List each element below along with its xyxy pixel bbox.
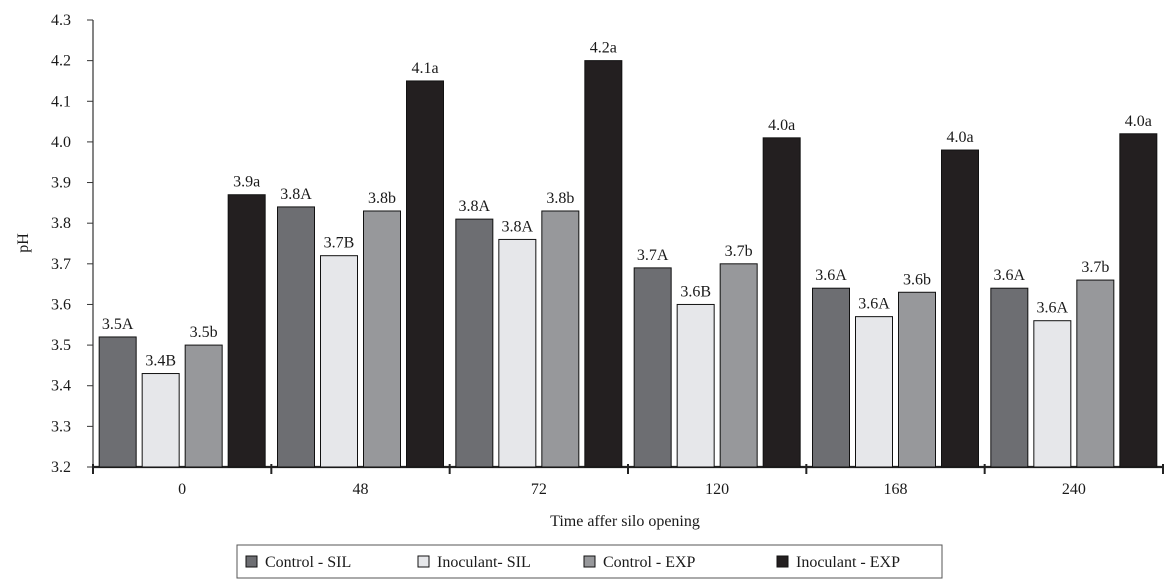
bar [277, 206, 315, 468]
x-tick-label: 0 [178, 481, 186, 498]
y-tick-label: 3.4 [51, 378, 71, 395]
x-tick-label: 120 [705, 481, 729, 498]
y-tick-label: 3.7 [51, 256, 71, 273]
data-label: 3.8b [546, 190, 574, 207]
data-label: 3.8b [368, 190, 396, 207]
data-label: 3.6b [903, 271, 931, 288]
data-label: 3.6A [815, 267, 847, 284]
data-labels: 3.5A 3.4B 3.5b 3.9a 3.8A 3.7B 3.8b 4.1a 3.8A 3.8A… [102, 40, 1152, 370]
bar [990, 287, 1029, 468]
legend-label: Control - SIL [265, 554, 351, 571]
y-tick-label: 4.2 [51, 53, 71, 70]
x-tick-label: 168 [884, 481, 908, 498]
bar [855, 316, 893, 468]
legend-label: Control - EXP [603, 554, 696, 571]
bar [898, 291, 936, 468]
data-label: 3.5b [190, 324, 218, 341]
bar [498, 238, 537, 468]
data-label: 3.6A [994, 267, 1026, 284]
legend: Control - SIL Inoculant- SIL Control - EXP… [236, 544, 943, 579]
y-tick-label: 3.8 [51, 215, 71, 232]
bar [1076, 279, 1115, 468]
data-label: 3.5A [102, 316, 134, 333]
y-tick-label: 4.1 [51, 93, 71, 110]
bar [762, 137, 801, 468]
y-tick-label: 3.2 [51, 459, 71, 476]
y-axis: 3.2 3.3 3.4 3.5 3.6 3.7 3.8 3.9 4.0 4.1 4.2 4.3 [51, 12, 94, 476]
data-label: 3.7b [725, 243, 753, 260]
y-tick-label: 3.6 [51, 296, 71, 313]
data-label: 3.4B [145, 353, 176, 370]
data-label: 4.1a [411, 60, 438, 77]
x-tick-label: 48 [353, 481, 369, 498]
bar [541, 210, 580, 468]
data-label: 4.0a [1125, 113, 1152, 130]
data-label: 3.8A [502, 218, 534, 235]
data-label: 3.7B [324, 235, 355, 252]
bar [98, 336, 137, 468]
y-tick-label: 3.5 [51, 337, 71, 354]
y-tick-label: 4.3 [51, 12, 71, 29]
legend-swatch [583, 555, 596, 568]
bar [1119, 133, 1158, 468]
bar [227, 194, 266, 468]
data-label: 4.2a [590, 40, 617, 57]
data-label: 3.6B [680, 283, 711, 300]
bar [676, 303, 715, 468]
bar [141, 373, 180, 468]
legend-swatch [245, 555, 258, 568]
x-axis: 0 48 72 120 168 240 [92, 464, 1164, 498]
legend-label: Inoculant- SIL [437, 554, 531, 571]
legend-swatch [776, 555, 789, 568]
y-tick-label: 3.9 [51, 175, 71, 192]
x-tick-label: 240 [1062, 481, 1086, 498]
data-label: 4.0a [946, 129, 973, 146]
x-axis-title: Time affer silo opening [550, 513, 700, 530]
data-label: 3.8A [459, 198, 491, 215]
bar [812, 287, 850, 468]
bar [320, 255, 358, 468]
data-label: 3.6A [858, 296, 890, 313]
bar [584, 60, 623, 468]
data-label: 3.6A [1037, 300, 1069, 317]
bar [184, 344, 223, 468]
y-tick-label: 4.0 [51, 134, 71, 151]
y-tick-label: 3.3 [51, 418, 71, 435]
bar [941, 149, 979, 468]
data-label: 3.8A [280, 186, 312, 203]
legend-frame [236, 544, 943, 579]
data-label: 3.7b [1081, 259, 1109, 276]
data-label: 3.7A [637, 247, 669, 264]
bar [633, 267, 672, 468]
bar [363, 210, 401, 468]
bar [406, 80, 444, 468]
x-tick-label: 72 [531, 481, 547, 498]
bar [1033, 320, 1072, 468]
y-axis-title: pH [15, 233, 32, 253]
bar [719, 263, 758, 468]
bar [455, 218, 494, 468]
data-label: 3.9a [233, 174, 260, 191]
data-label: 4.0a [768, 117, 795, 134]
legend-label: Inoculant - EXP [796, 554, 900, 571]
legend-swatch [417, 555, 430, 568]
bars [98, 60, 1158, 468]
